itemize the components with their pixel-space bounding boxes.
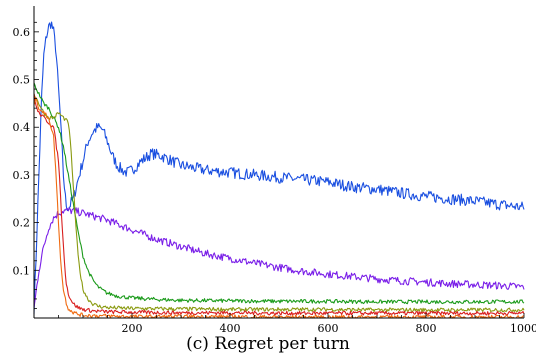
series-line-5 [33,93,525,316]
y-tick-label: 0.5 [13,74,31,87]
x-tick-label: 600 [318,322,339,335]
series-line-2 [33,207,525,308]
x-tick-label: 400 [220,322,241,335]
x-tick-label: 200 [122,322,143,335]
series-line-3 [33,82,525,305]
series-layer [33,21,525,319]
series-line-4 [33,93,525,313]
y-tick-label: 0.2 [13,217,31,230]
y-tick-label: 0.1 [13,264,31,277]
y-tick-label: 0.3 [13,169,31,182]
chart-caption: (c) Regret per turn [186,334,350,354]
series-line-1 [33,21,525,315]
axes-layer: 200 400 600 800 1000 0.1 0.2 0.3 0.4 0.5 0.6 [13,6,536,335]
x-tick-label: 800 [416,322,437,335]
y-tick-label: 0.6 [13,26,31,39]
y-tick-label: 0.4 [13,121,31,134]
x-tick-label: 1000 [510,322,536,335]
